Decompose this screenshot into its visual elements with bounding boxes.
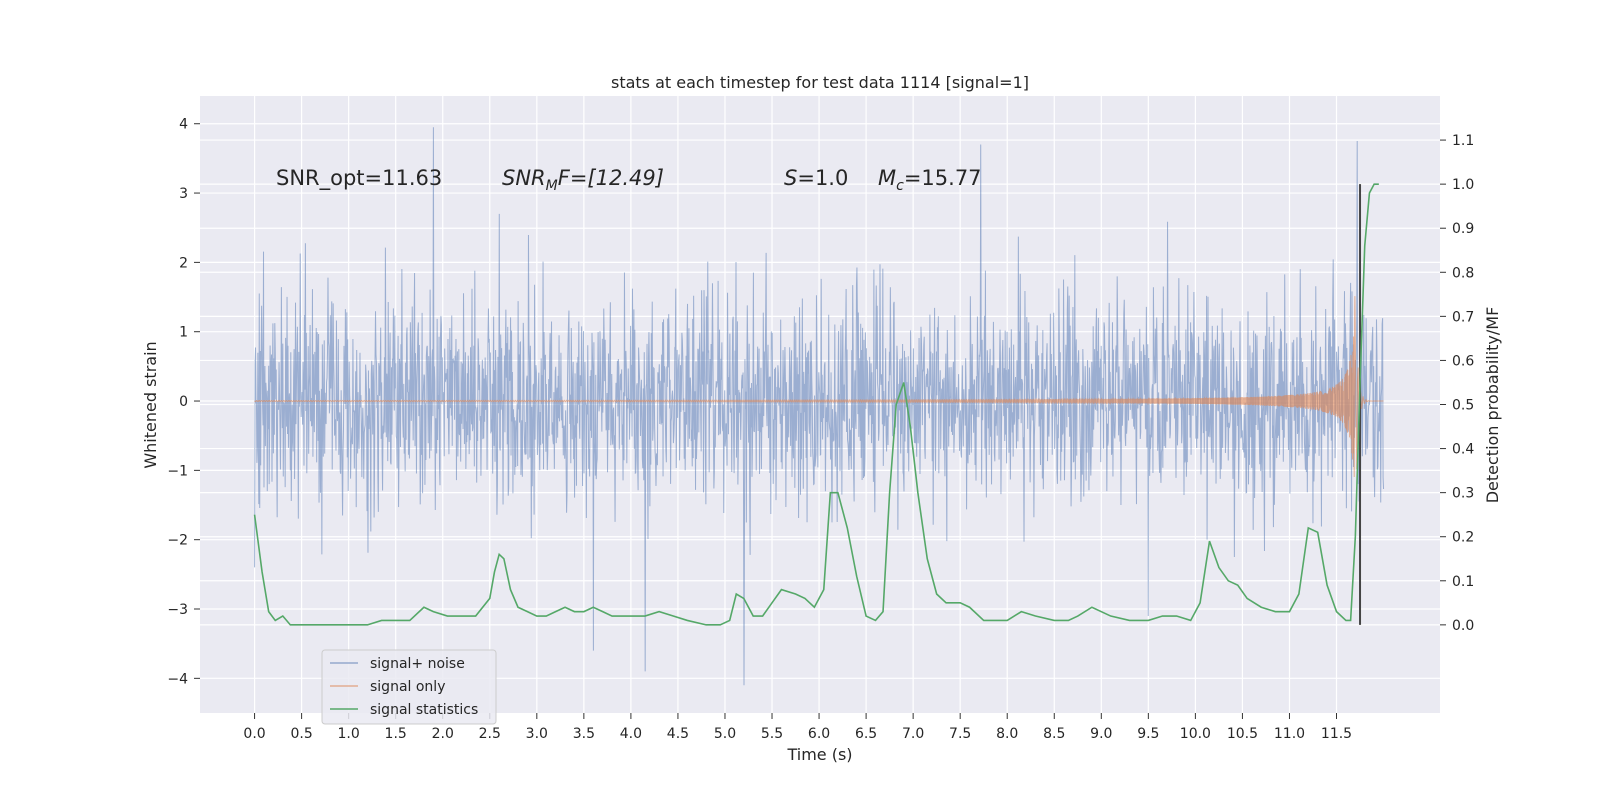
- annotation-mc-subscript: c: [896, 178, 904, 194]
- series-signal-plus-noise-line: [254, 127, 1385, 686]
- y-right-tick-label-6: 0.5: [1452, 398, 1474, 414]
- series-signal-statistics-line: [253, 183, 1379, 626]
- annotation-mc-value: =15.77: [904, 166, 982, 190]
- annotation-snr-mf: SNRMF=[12.49]: [502, 166, 664, 194]
- y-tick-label-4: 0: [179, 394, 188, 410]
- y-tick-label-8: −4: [167, 671, 188, 687]
- legend-label-signal-only: signal only: [370, 679, 445, 695]
- y-right-tick-label-4: 0.7: [1452, 309, 1474, 325]
- x-axis-label: Time (s): [786, 745, 852, 764]
- y-tick-label-1: 3: [179, 186, 188, 202]
- x-tick-label-11: 5.5: [761, 726, 783, 742]
- x-tick-label-9: 4.5: [667, 726, 689, 742]
- x-tick-label-14: 7.0: [902, 726, 924, 742]
- series-signal-only-line: [254, 296, 1384, 478]
- x-tick-label-5: 2.5: [479, 726, 501, 742]
- x-tick-label-18: 9.0: [1090, 726, 1112, 742]
- x-tick-label-22: 11.0: [1274, 726, 1305, 742]
- x-tick-label-19: 9.5: [1137, 726, 1159, 742]
- y-axis-ticks: 4 3 2 1 0 −1 −2 −3 −4: [167, 117, 200, 687]
- y-right-tick-label-2: 0.9: [1452, 221, 1474, 237]
- annotation-s-value: =1.0: [797, 166, 848, 190]
- x-tick-label-2: 1.0: [338, 726, 360, 742]
- x-tick-label-23: 11.5: [1321, 726, 1352, 742]
- x-tick-label-10: 5.0: [714, 726, 736, 742]
- y-tick-label-2: 2: [179, 255, 188, 271]
- annotation-snr-mf-symbol: SNR: [502, 166, 546, 190]
- y-right-tick-label-11: 0.0: [1452, 618, 1474, 634]
- y-tick-label-6: −2: [167, 533, 188, 549]
- x-axis-ticks: 0.0 0.5 1.0 1.5 2.0 2.5 3.0 3.5 4.0 4.5 5.0 5.5 6.0 6…: [243, 713, 1352, 742]
- x-tick-label-4: 2.0: [432, 726, 454, 742]
- legend: signal+ noise signal only signal statist…: [321, 649, 497, 725]
- y-right-tick-label-8: 0.3: [1452, 486, 1474, 502]
- x-tick-label-6: 3.0: [526, 726, 548, 742]
- x-tick-label-17: 8.5: [1043, 726, 1065, 742]
- y-right-tick-label-3: 0.8: [1452, 265, 1474, 281]
- annotation-snr-opt: SNR_opt=11.63: [276, 166, 442, 191]
- x-tick-label-0: 0.0: [243, 726, 265, 742]
- x-tick-label-12: 6.0: [808, 726, 830, 742]
- x-tick-label-13: 6.5: [855, 726, 877, 742]
- legend-box: [321, 649, 497, 725]
- y-right-axis-label: Detection probability/MF: [1483, 307, 1502, 504]
- x-tick-label-1: 0.5: [290, 726, 312, 742]
- x-tick-label-20: 10.0: [1180, 726, 1211, 742]
- y-tick-label-0: 4: [179, 117, 188, 133]
- y-right-tick-label-10: 0.1: [1452, 574, 1474, 590]
- y-right-axis-ticks: 1.1 1.0 0.9 0.8 0.7 0.6 0.5 0.4 0.3 0.2 0.1 0.0: [1440, 133, 1474, 634]
- x-tick-label-8: 4.0: [620, 726, 642, 742]
- x-tick-label-7: 3.5: [573, 726, 595, 742]
- annotation-mc: Mc=15.77: [878, 166, 982, 194]
- y-right-tick-label-5: 0.6: [1452, 353, 1474, 369]
- legend-label-signal-plus-noise: signal+ noise: [370, 656, 465, 672]
- chart-title: stats at each timestep for test data 111…: [611, 73, 1029, 92]
- x-tick-label-21: 10.5: [1227, 726, 1258, 742]
- y-right-tick-label-7: 0.4: [1452, 442, 1474, 458]
- annotation-snr-mf-value: F=[12.49]: [558, 166, 664, 190]
- y-tick-label-3: 1: [179, 325, 188, 341]
- y-right-tick-label-9: 0.2: [1452, 530, 1474, 546]
- annotation-s-symbol: S: [784, 166, 797, 190]
- annotation-s: S=1.0: [784, 166, 848, 190]
- x-tick-label-16: 8.0: [996, 726, 1018, 742]
- annotation-snr-mf-subscript: M: [546, 178, 558, 194]
- y-right-tick-label-0: 1.1: [1452, 133, 1474, 149]
- y-right-tick-label-1: 1.0: [1452, 177, 1474, 193]
- annotation-mc-symbol: M: [878, 166, 896, 190]
- x-tick-label-3: 1.5: [385, 726, 407, 742]
- y-tick-label-7: −3: [167, 602, 188, 618]
- y-axis-label: Whitened strain: [141, 341, 160, 468]
- legend-label-signal-statistics: signal statistics: [370, 702, 478, 718]
- x-tick-label-15: 7.5: [949, 726, 971, 742]
- y-tick-label-5: −1: [167, 463, 188, 479]
